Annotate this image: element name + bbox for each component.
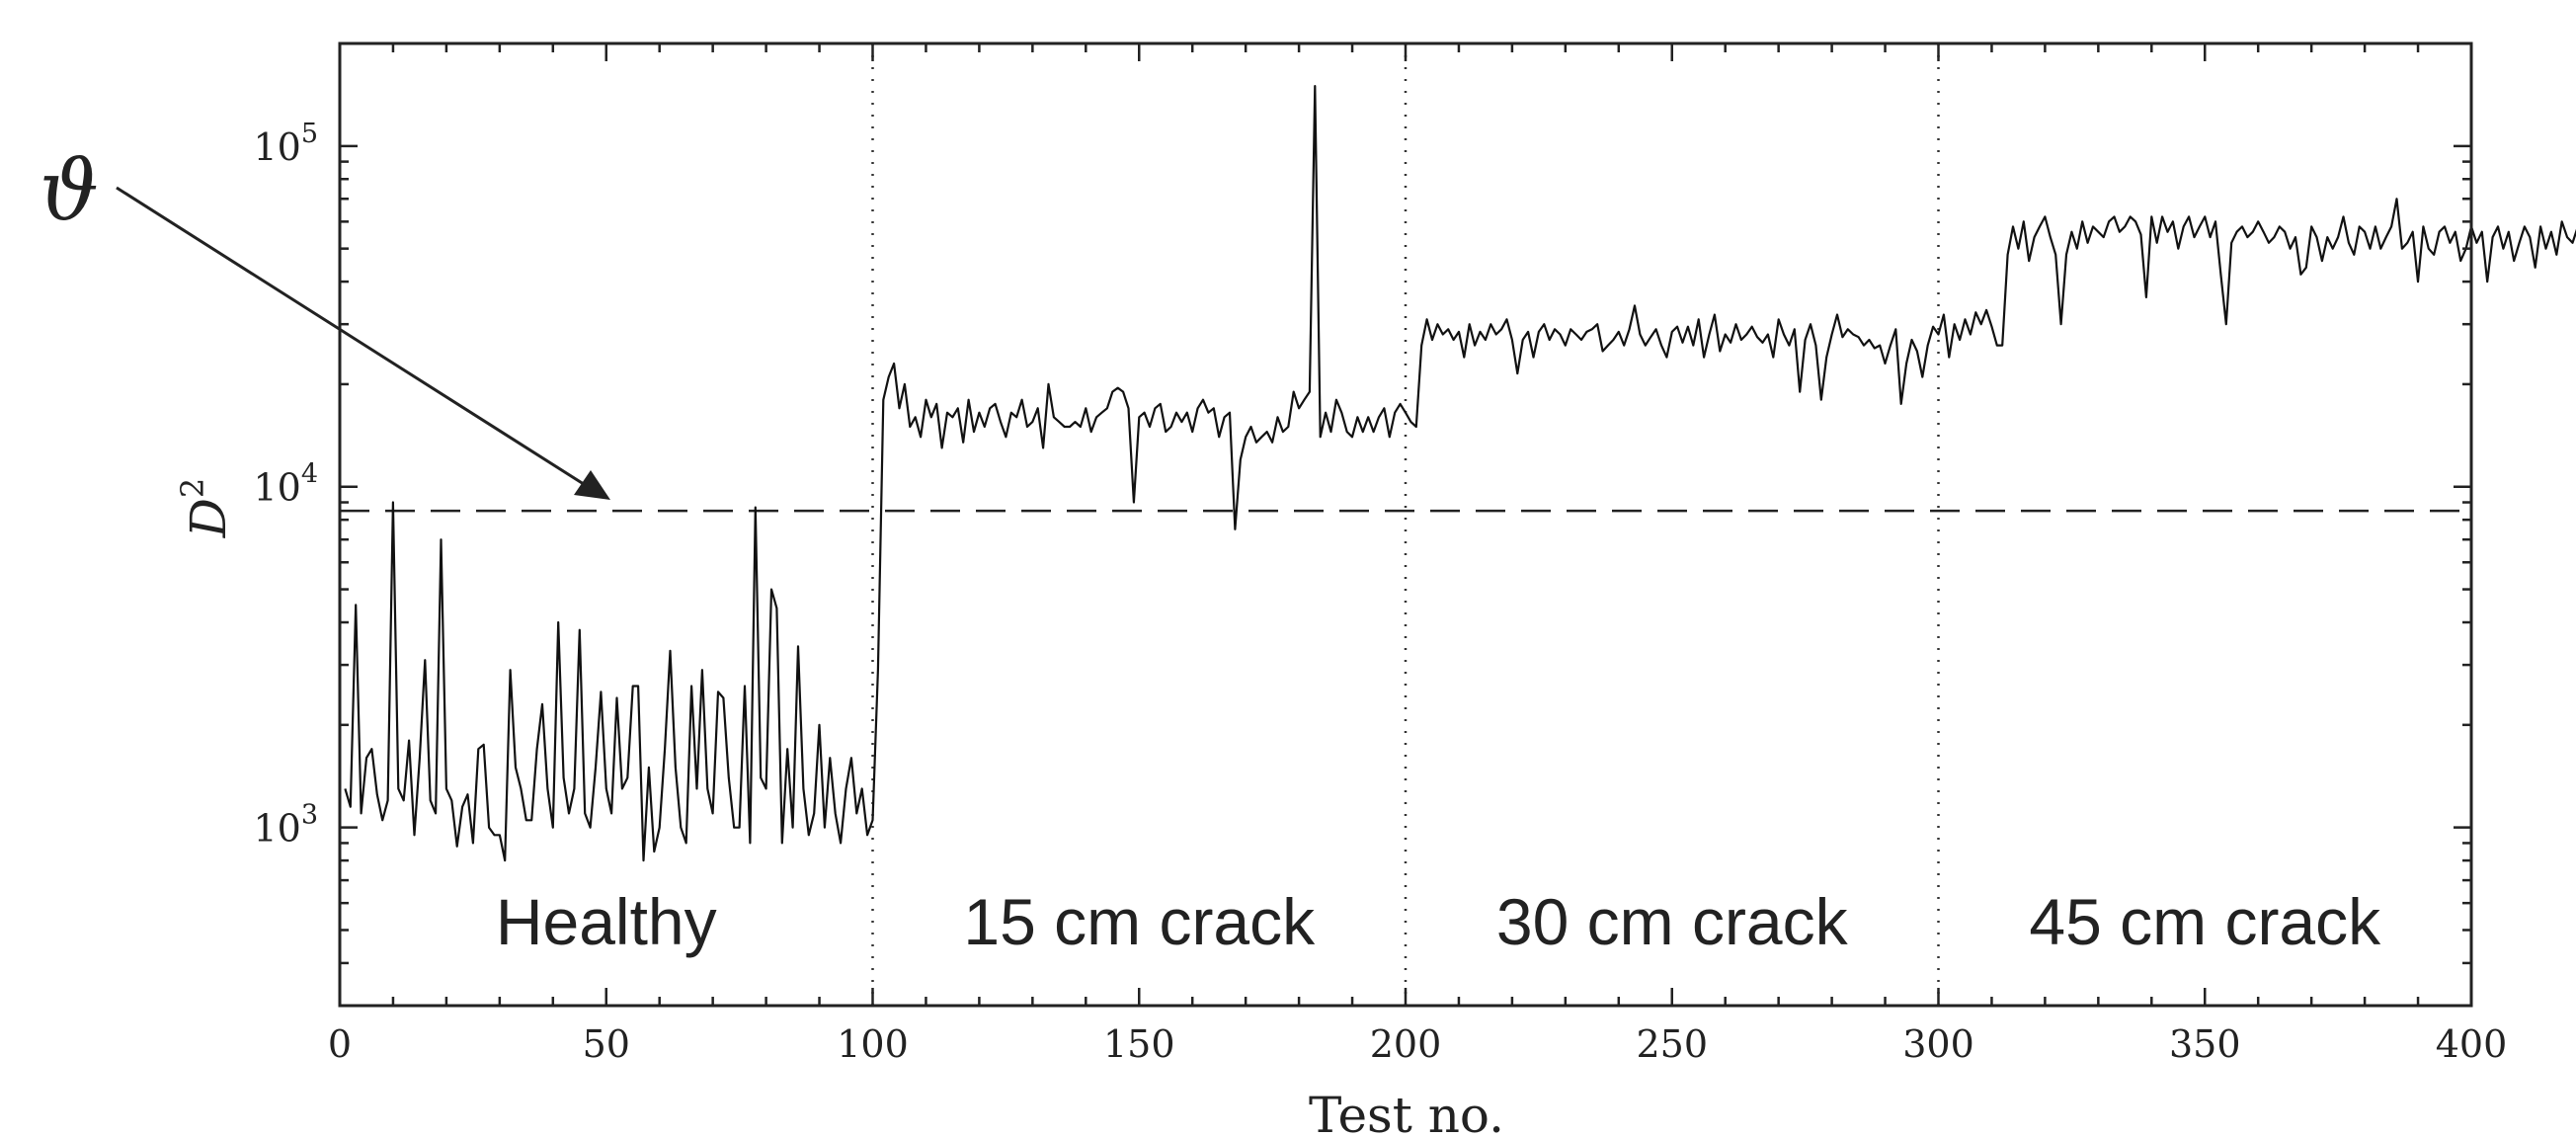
threshold-arrow — [116, 186, 610, 500]
x-tick-label: 100 — [837, 1022, 909, 1066]
data-series-group — [344, 84, 2576, 862]
y-tick-label: 105 — [253, 119, 318, 169]
region-label: Healthy — [496, 885, 717, 958]
x-tick-label: 300 — [1902, 1022, 1974, 1066]
region-label: 45 cm crack — [2029, 885, 2381, 958]
x-tick-labels: 0 50 100 150 200 250 300 350 400 — [328, 1022, 2507, 1066]
region-labels: Healthy 15 cm crack 30 cm crack 45 cm crack — [496, 885, 2381, 958]
region-label: 30 cm crack — [1496, 885, 1849, 958]
region-dividers — [871, 43, 1940, 1006]
x-tick-label: 150 — [1103, 1022, 1175, 1066]
x-tick-label: 250 — [1636, 1022, 1708, 1066]
threshold-symbol: ϑ — [40, 142, 99, 239]
x-tick-label: 200 — [1370, 1022, 1442, 1066]
x-tick-label: 400 — [2436, 1022, 2508, 1066]
y-tick-label-exp: 5 — [301, 119, 318, 149]
y-tick-label-base: 10 — [253, 807, 300, 851]
series-line — [344, 84, 2576, 862]
y-tick-label: 104 — [253, 459, 318, 510]
x-axis-title: Test no. — [1309, 1087, 1504, 1138]
region-label: 15 cm crack — [963, 885, 1316, 958]
y-axis-title: D2 — [174, 478, 237, 538]
y-tick-label-exp: 4 — [301, 459, 318, 490]
y-axis-title-exp: 2 — [174, 478, 211, 498]
x-tick-label: 50 — [583, 1022, 630, 1066]
y-tick-label: 103 — [253, 800, 318, 851]
x-tick-label: 350 — [2169, 1022, 2241, 1066]
y-tick-label-exp: 3 — [301, 800, 318, 831]
y-tick-label-base: 10 — [253, 125, 300, 169]
plot-frame — [338, 41, 2473, 1008]
axes-group — [338, 41, 2473, 1008]
y-tick-label-base: 10 — [253, 466, 300, 510]
y-axis-title-base: D — [180, 498, 237, 538]
x-tick-label: 0 — [328, 1022, 352, 1066]
